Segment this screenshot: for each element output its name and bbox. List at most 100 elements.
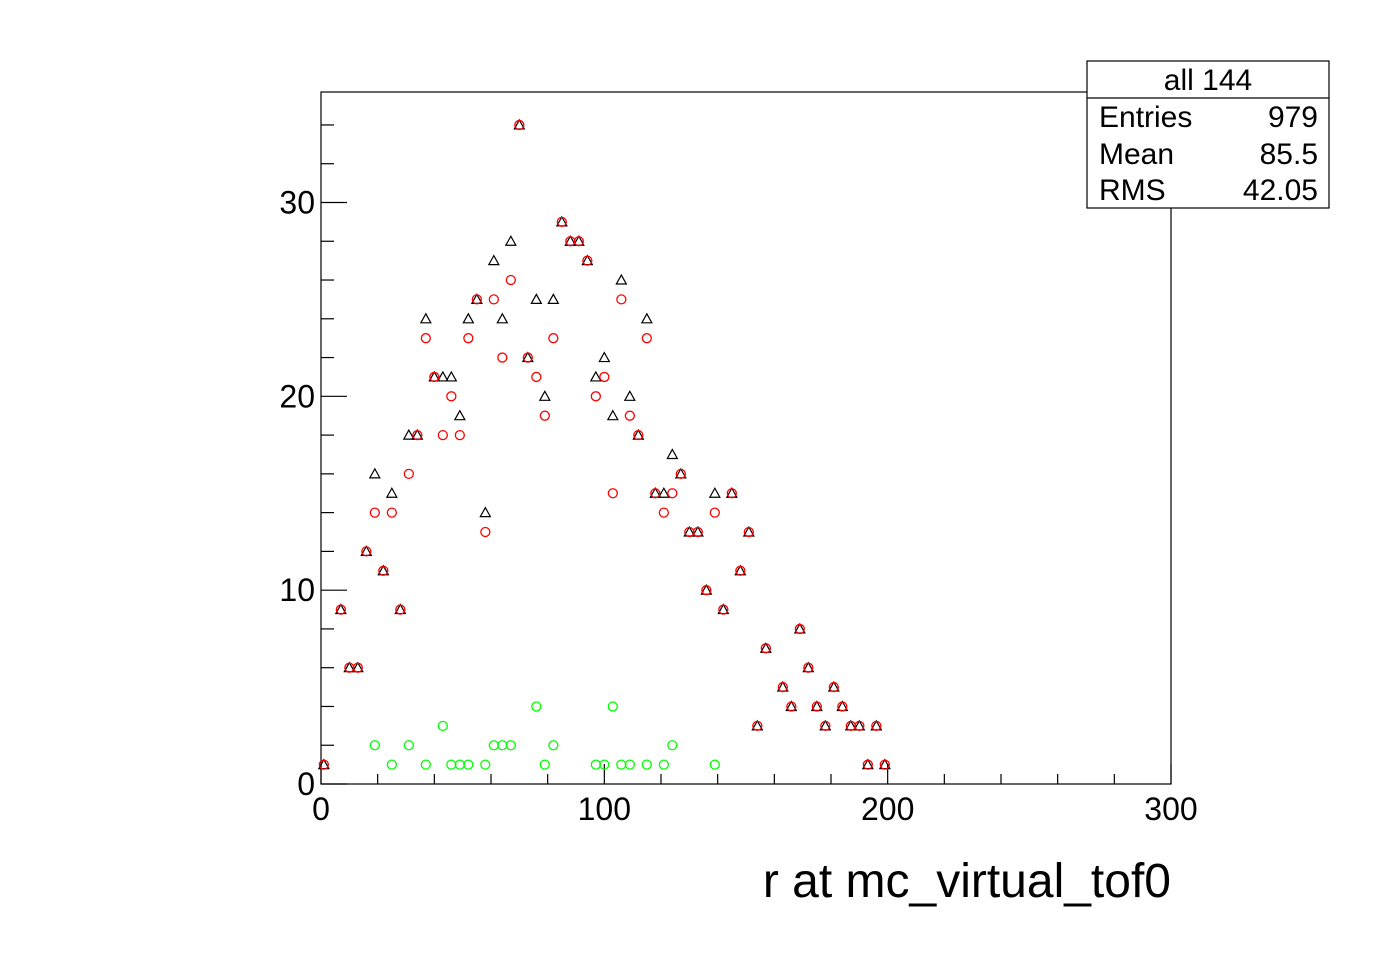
data-point	[538, 390, 551, 401]
data-point	[402, 428, 415, 440]
data-point	[607, 701, 618, 712]
data-point	[436, 370, 449, 382]
data-point	[318, 759, 329, 770]
data-point	[480, 759, 491, 770]
data-point	[385, 487, 398, 498]
y-tick-label: 0	[297, 766, 315, 802]
data-points	[317, 118, 891, 770]
data-point	[735, 565, 746, 576]
stats-entries-label: Entries	[1099, 101, 1192, 134]
data-point	[463, 759, 474, 770]
data-point	[633, 429, 644, 441]
data-point	[820, 720, 831, 731]
data-point	[657, 487, 670, 498]
data-point	[462, 312, 475, 324]
data-point	[718, 604, 729, 615]
stats-box: all 144 Entries 979 Mean 85.5 RMS 42.05	[1086, 60, 1330, 209]
data-point	[369, 507, 380, 518]
series-0	[317, 118, 891, 770]
data-point	[589, 370, 602, 382]
stats-rms-label: RMS	[1099, 174, 1166, 207]
data-point	[488, 740, 499, 751]
data-point	[445, 370, 458, 382]
data-point	[454, 429, 465, 441]
data-point	[777, 681, 788, 693]
data-point	[811, 701, 822, 712]
data-point	[708, 487, 721, 498]
data-point	[446, 391, 457, 402]
plot-frame	[320, 91, 1172, 785]
data-point	[658, 507, 669, 518]
data-point	[599, 371, 610, 383]
data-point	[743, 526, 754, 538]
y-tick-label: 30	[279, 184, 315, 220]
data-point	[607, 488, 618, 499]
data-point	[505, 274, 516, 286]
data-point	[590, 759, 601, 770]
x-tick-label: 300	[1144, 791, 1197, 827]
data-point	[497, 352, 508, 363]
data-point	[531, 371, 542, 383]
data-point	[871, 720, 882, 731]
data-point	[828, 681, 839, 693]
data-point	[709, 507, 720, 518]
data-point	[530, 293, 543, 305]
data-point	[701, 585, 712, 596]
data-point	[429, 371, 440, 383]
data-point	[361, 546, 372, 557]
data-point	[616, 294, 627, 305]
series-1	[318, 119, 890, 770]
data-point	[854, 720, 865, 731]
data-point	[624, 759, 635, 770]
data-point	[641, 759, 652, 770]
data-point	[437, 429, 448, 441]
x-tick-label: 200	[861, 791, 914, 827]
data-point	[760, 643, 771, 654]
data-point	[556, 216, 567, 228]
stats-box-title: all 144	[1164, 64, 1252, 97]
data-point	[531, 701, 542, 712]
data-point	[786, 701, 797, 712]
data-point	[369, 740, 380, 751]
data-point	[879, 759, 890, 770]
data-point	[437, 720, 448, 731]
data-point	[548, 333, 559, 344]
data-point	[616, 759, 627, 770]
data-point	[420, 759, 431, 770]
data-point	[480, 526, 491, 538]
data-point	[539, 410, 550, 421]
data-point	[420, 333, 431, 344]
data-point	[641, 333, 652, 344]
data-point	[837, 701, 848, 712]
stats-entries-value: 979	[1268, 101, 1318, 134]
stats-rms-value: 42.05	[1243, 174, 1318, 207]
data-point	[454, 759, 465, 770]
data-point	[419, 312, 432, 324]
data-point	[505, 740, 516, 751]
x-tick-label: 0	[312, 791, 330, 827]
data-point	[539, 759, 550, 770]
data-point	[488, 294, 499, 305]
data-point	[590, 391, 601, 402]
data-point	[650, 488, 661, 499]
data-point	[640, 312, 653, 324]
data-point	[803, 662, 814, 673]
stats-mean-label: Mean	[1099, 138, 1174, 171]
data-point	[547, 293, 560, 305]
data-point	[667, 740, 678, 751]
data-point	[726, 488, 737, 499]
data-point	[709, 759, 720, 770]
data-point	[548, 740, 559, 751]
data-point	[599, 759, 610, 770]
x-axis-label: r at mc_virtual_tof0	[763, 855, 1171, 908]
data-point	[352, 662, 363, 673]
data-point	[606, 409, 619, 421]
data-point	[386, 507, 397, 518]
data-point	[446, 759, 457, 770]
data-point	[624, 410, 635, 421]
x-tick-label: 100	[578, 791, 631, 827]
data-point	[598, 351, 611, 363]
data-point	[487, 254, 500, 266]
